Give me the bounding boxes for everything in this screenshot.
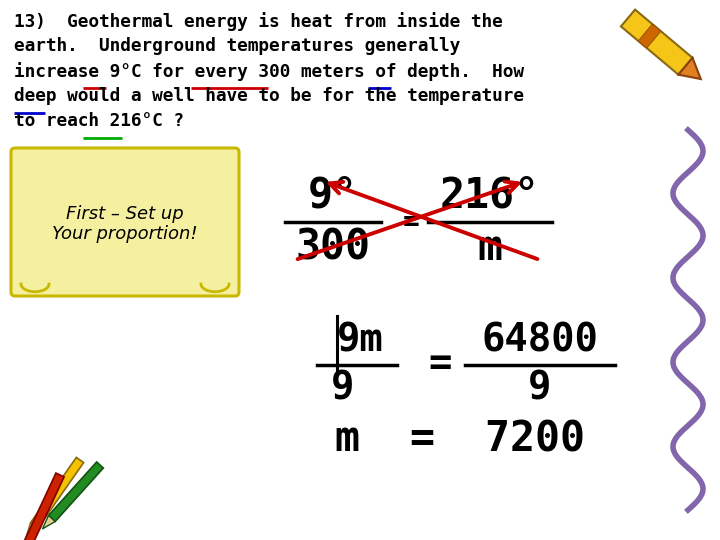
Text: increase 9°C for every 300 meters of depth.  How: increase 9°C for every 300 meters of dep…: [14, 62, 524, 81]
Text: 9°: 9°: [308, 174, 358, 216]
Polygon shape: [42, 516, 55, 529]
Polygon shape: [638, 24, 661, 48]
Text: 9m: 9m: [337, 321, 383, 359]
Text: earth.  Underground temperatures generally: earth. Underground temperatures generall…: [14, 37, 460, 55]
Text: 300: 300: [295, 227, 371, 269]
Text: 9: 9: [331, 369, 355, 407]
Polygon shape: [26, 523, 38, 537]
Polygon shape: [621, 10, 693, 75]
Text: =: =: [403, 207, 420, 235]
Text: First – Set up: First – Set up: [66, 205, 184, 223]
Text: m: m: [477, 227, 503, 269]
Text: m  =  7200: m = 7200: [335, 419, 585, 461]
Text: 216°: 216°: [440, 174, 540, 216]
FancyBboxPatch shape: [11, 148, 239, 296]
Text: 64800: 64800: [482, 321, 598, 359]
Polygon shape: [30, 457, 84, 528]
Text: Your proportion!: Your proportion!: [52, 225, 198, 243]
Text: to reach 216°C ?: to reach 216°C ?: [14, 112, 184, 130]
Text: 9: 9: [528, 369, 552, 407]
Text: =: =: [428, 345, 451, 383]
Text: 13)  Geothermal energy is heat from inside the: 13) Geothermal energy is heat from insid…: [14, 12, 503, 31]
Polygon shape: [48, 462, 104, 522]
Polygon shape: [678, 58, 701, 79]
Text: deep would a well have to be for the temperature: deep would a well have to be for the tem…: [14, 87, 524, 105]
Polygon shape: [24, 473, 64, 540]
